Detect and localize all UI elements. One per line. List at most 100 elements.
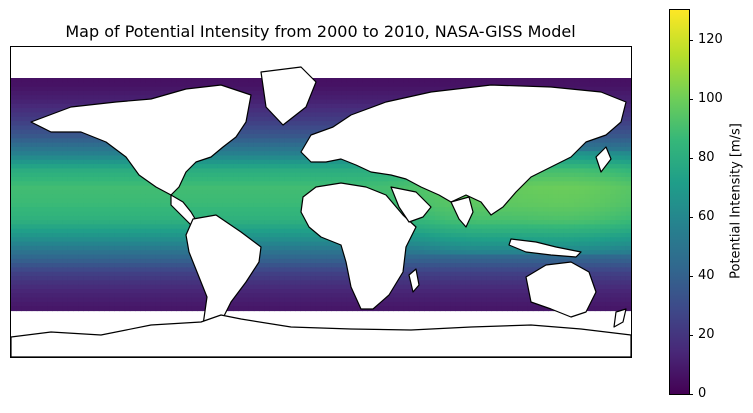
field-cell — [238, 211, 245, 217]
field-cell — [259, 142, 265, 148]
field-cell — [496, 241, 503, 247]
field-cell — [150, 90, 157, 96]
field-cell — [31, 151, 38, 157]
field-cell — [36, 172, 43, 178]
field-cell — [222, 168, 229, 174]
field-cell — [243, 82, 250, 88]
field-cell — [83, 233, 90, 238]
field-cell — [605, 177, 611, 182]
field-cell — [259, 220, 265, 226]
field-cell — [36, 146, 43, 152]
field-cell — [558, 194, 565, 200]
field-cell — [605, 181, 611, 187]
field-cell — [109, 254, 115, 260]
field-cell — [98, 142, 105, 148]
field-cell — [491, 233, 498, 238]
field-cell — [124, 78, 131, 83]
field-cell — [212, 155, 219, 161]
field-cell — [450, 233, 456, 238]
field-cell — [176, 250, 183, 256]
field-cell — [67, 159, 74, 165]
field-cell — [62, 245, 69, 251]
field-cell — [517, 220, 524, 226]
field-cell — [610, 194, 617, 200]
field-cell — [78, 250, 84, 256]
field-cell — [362, 90, 369, 96]
field-cell — [563, 207, 570, 213]
field-cell — [600, 237, 606, 243]
field-cell — [145, 181, 152, 187]
field-cell — [605, 164, 611, 170]
field-cell — [476, 215, 482, 221]
field-cell — [367, 78, 374, 83]
field-cell — [284, 155, 291, 161]
field-cell — [67, 224, 74, 230]
field-cell — [284, 177, 291, 182]
field-cell — [470, 198, 477, 204]
field-cell — [166, 211, 172, 217]
field-cell — [67, 241, 74, 247]
field-cell — [93, 90, 100, 96]
field-cell — [217, 155, 224, 161]
field-cell — [290, 164, 296, 170]
field-cell — [269, 233, 276, 238]
field-cell — [248, 155, 255, 161]
field-cell — [160, 86, 167, 92]
field-cell — [73, 177, 79, 182]
field-cell — [383, 189, 389, 195]
field-cell — [186, 194, 193, 200]
field-cell — [135, 86, 141, 92]
field-cell — [11, 82, 17, 88]
field-cell — [36, 185, 43, 191]
field-cell — [615, 142, 622, 148]
field-cell — [527, 237, 534, 243]
field-cell — [150, 237, 157, 243]
field-cell — [553, 185, 560, 191]
field-cell — [279, 220, 286, 226]
field-cell — [615, 220, 622, 226]
field-cell — [295, 185, 301, 191]
field-cell — [36, 108, 43, 114]
field-cell — [16, 233, 22, 238]
field-cell — [584, 181, 591, 187]
field-cell — [259, 168, 265, 174]
field-cell — [88, 82, 95, 88]
field-cell — [517, 211, 524, 217]
field-cell — [248, 215, 255, 221]
field-cell — [207, 211, 214, 217]
field-cell — [538, 211, 544, 217]
field-cell — [238, 146, 245, 152]
field-cell — [403, 90, 410, 96]
field-cell — [543, 82, 549, 88]
field-cell — [284, 241, 291, 247]
field-cell — [538, 194, 544, 200]
field-cell — [119, 86, 126, 92]
field-cell — [615, 228, 622, 234]
field-cell — [522, 78, 529, 83]
field-cell — [238, 159, 245, 165]
field-cell — [532, 177, 539, 182]
field-cell — [553, 237, 560, 243]
field-cell — [11, 185, 17, 191]
field-cell — [558, 224, 565, 230]
field-cell — [264, 116, 270, 122]
field-cell — [36, 86, 43, 92]
field-cell — [83, 189, 90, 195]
field-cell — [186, 202, 193, 208]
field-cell — [88, 164, 95, 170]
field-cell — [52, 241, 59, 247]
field-cell — [424, 198, 431, 204]
field-cell — [62, 86, 69, 92]
field-cell — [532, 78, 539, 83]
field-cell — [171, 254, 177, 260]
field-cell — [47, 78, 53, 83]
field-cell — [522, 228, 529, 234]
field-cell — [73, 198, 79, 204]
field-cell — [73, 181, 79, 187]
field-cell — [202, 168, 208, 174]
field-cell — [284, 151, 291, 157]
field-cell — [460, 224, 467, 230]
field-cell — [150, 233, 157, 238]
field-cell — [42, 254, 48, 260]
field-cell — [145, 245, 152, 251]
